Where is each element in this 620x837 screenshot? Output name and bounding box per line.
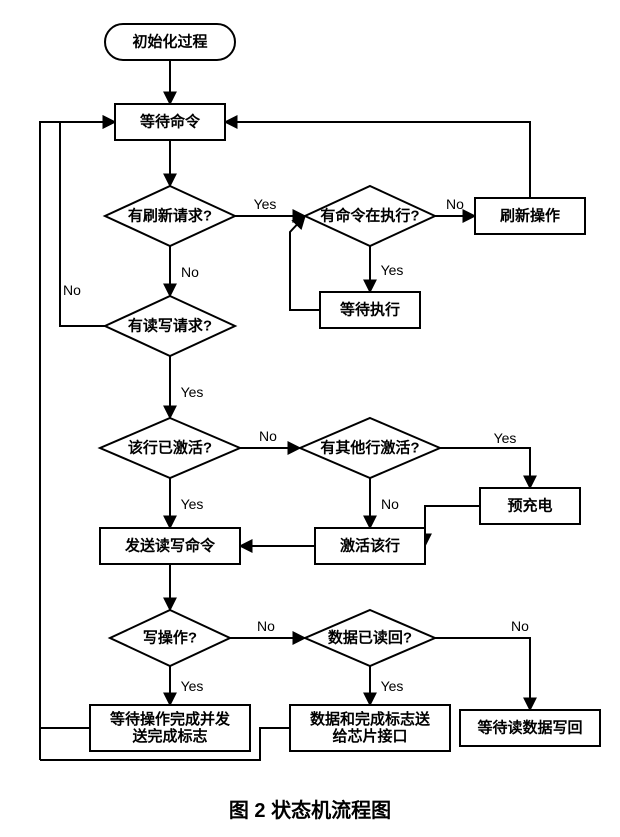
- edge-label: Yes: [381, 262, 404, 278]
- edge-label: No: [446, 196, 464, 212]
- node-label: 该行已激活?: [128, 439, 212, 457]
- node-activate: 激活该行: [315, 528, 425, 564]
- node-label: 等待命令: [140, 113, 201, 131]
- node-label: 送完成标志: [131, 727, 207, 745]
- node-label: 写操作?: [143, 629, 197, 647]
- node-wait_done: 等待操作完成并发送完成标志: [90, 705, 250, 751]
- edge-label: Yes: [181, 384, 204, 400]
- node-label: 发送读写命令: [124, 537, 216, 555]
- node-label: 有刷新请求?: [128, 207, 212, 225]
- node-precharge: 预充电: [480, 488, 580, 524]
- node-start: 初始化过程: [105, 24, 235, 60]
- node-wait_exec: 等待执行: [320, 292, 420, 328]
- edge-label: No: [63, 282, 81, 298]
- node-label: 激活该行: [340, 537, 400, 555]
- edge-label: No: [181, 264, 199, 280]
- node-label: 给芯片接口: [332, 727, 407, 745]
- edge-label: Yes: [181, 496, 204, 512]
- edge-label: Yes: [494, 430, 517, 446]
- node-wait_read: 等待读数据写回: [460, 710, 600, 746]
- edge-label: No: [259, 428, 277, 444]
- node-label: 预充电: [507, 497, 552, 515]
- node-refresh_op: 刷新操作: [475, 198, 585, 234]
- node-label: 有其他行激活?: [320, 439, 419, 457]
- node-label: 有读写请求?: [128, 317, 212, 335]
- edge-label: Yes: [254, 196, 277, 212]
- node-send_data: 数据和完成标志送给芯片接口: [290, 705, 450, 751]
- node-send_rw: 发送读写命令: [100, 528, 240, 564]
- node-wait_cmd: 等待命令: [115, 104, 225, 140]
- node-label: 数据和完成标志送: [310, 710, 431, 728]
- edge-label: No: [511, 618, 529, 634]
- edge-label: Yes: [181, 678, 204, 694]
- node-label: 有命令在执行?: [320, 207, 419, 225]
- edge-label: Yes: [381, 678, 404, 694]
- node-label: 数据已读回?: [328, 629, 412, 647]
- node-label: 刷新操作: [500, 207, 560, 225]
- node-label: 等待操作完成并发: [110, 710, 231, 728]
- node-label: 等待读数据写回: [477, 719, 582, 737]
- state-machine-flowchart: Yes No No Yes Yes No Yes No Yes No Yes No Yes No 初始化过程…: [0, 0, 620, 837]
- edge-label: No: [381, 496, 399, 512]
- node-label: 初始化过程: [132, 33, 207, 51]
- figure-caption: 图 2 状态机流程图: [229, 798, 391, 822]
- edge-label: No: [257, 618, 275, 634]
- node-label: 等待执行: [340, 301, 400, 319]
